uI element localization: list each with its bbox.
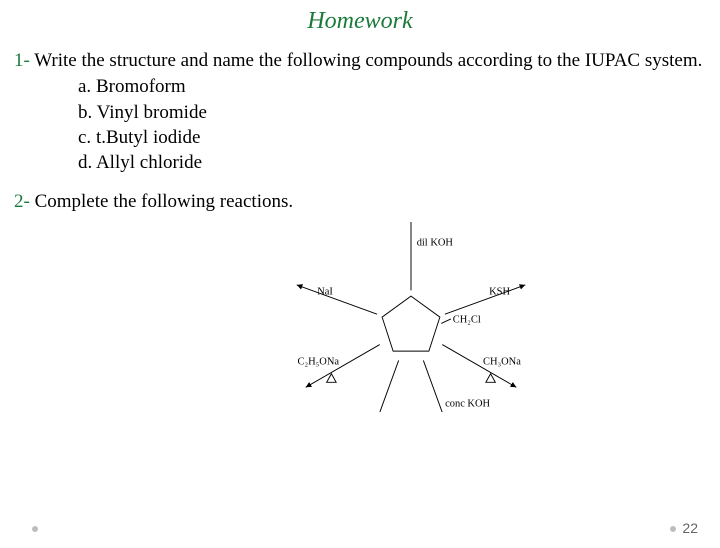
q2-lead: 2- — [14, 191, 30, 212]
content-block: 1- Write the structure and name the foll… — [0, 49, 720, 214]
q1-item-letter: d. — [78, 152, 92, 173]
q1-item: b. Vinyl bromide — [78, 101, 704, 125]
svg-text:C₂H₅ONa: C₂H₅ONa — [298, 356, 340, 367]
q1-sublist: a. Bromoform b. Vinyl bromide c. t.Butyl… — [78, 75, 704, 175]
reaction-diagram: CH₂Cl dil KOH KSH CH₃ONa conc KOH C₂H₅ONa NaI — [250, 222, 610, 412]
q1-item-name: Bromoform — [96, 76, 186, 97]
svg-text:dil KOH: dil KOH — [417, 237, 454, 248]
q1-item: c. t.Butyl iodide — [78, 126, 704, 150]
page-title: Homework — [0, 8, 720, 35]
svg-text:CH₂Cl: CH₂Cl — [453, 315, 481, 326]
q1-item: a. Bromoform — [78, 75, 704, 99]
q1-item: d. Allyl chloride — [78, 151, 704, 175]
svg-text:conc KOH: conc KOH — [445, 398, 490, 409]
question-2: 2- Complete the following reactions. — [14, 190, 704, 214]
q1-text: Write the structure and name the followi… — [30, 50, 703, 71]
q1-item-name: Allyl chloride — [96, 152, 202, 173]
q1-item-name: t.Butyl iodide — [96, 127, 201, 148]
q1-item-letter: c. — [78, 127, 91, 148]
question-1: 1- Write the structure and name the foll… — [14, 49, 704, 176]
svg-text:NaI: NaI — [317, 286, 333, 297]
q2-text: Complete the following reactions. — [30, 191, 293, 212]
q1-item-letter: b. — [78, 102, 92, 123]
footer-dot-left — [32, 526, 38, 532]
footer-dot-right — [670, 526, 676, 532]
svg-text:KSH: KSH — [489, 286, 510, 297]
q1-item-name: Vinyl bromide — [97, 102, 207, 123]
q1-lead: 1- — [14, 50, 30, 71]
reaction-diagram-wrap: CH₂Cl dil KOH KSH CH₃ONa conc KOH C₂H₅ONa NaI — [0, 222, 720, 422]
q1-item-letter: a. — [78, 76, 91, 97]
svg-text:CH₃ONa: CH₃ONa — [483, 356, 521, 367]
page-number: 22 — [682, 520, 698, 536]
